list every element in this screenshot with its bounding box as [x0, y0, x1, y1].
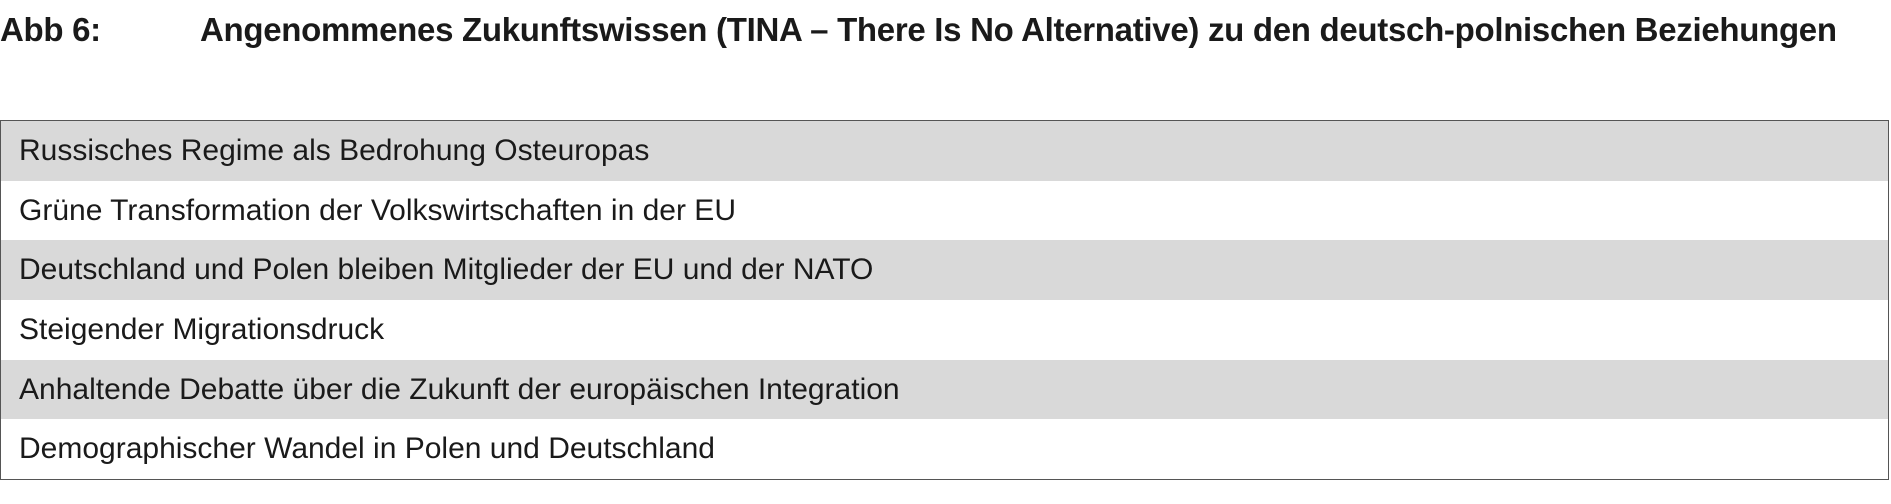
assumptions-table: Russisches Regime als Bedrohung Osteurop…: [0, 120, 1889, 480]
table-row: Steigender Migrationsdruck: [1, 300, 1888, 360]
figure-label: Abb 6:: [0, 11, 101, 48]
table-row: Grüne Transformation der Volkswirtschaft…: [1, 180, 1888, 241]
figure-header: Abb 6: Angenommenes Zukunftswissen (TINA…: [0, 8, 1891, 52]
table-row: Deutschland und Polen bleiben Mitglieder…: [1, 240, 1888, 301]
table-row: Demographischer Wandel in Polen und Deut…: [1, 419, 1888, 480]
figure-title: Angenommenes Zukunftswissen (TINA – Ther…: [200, 11, 1837, 48]
table-row: Anhaltende Debatte über die Zukunft der …: [1, 359, 1888, 420]
table-row: Russisches Regime als Bedrohung Osteurop…: [1, 121, 1888, 181]
